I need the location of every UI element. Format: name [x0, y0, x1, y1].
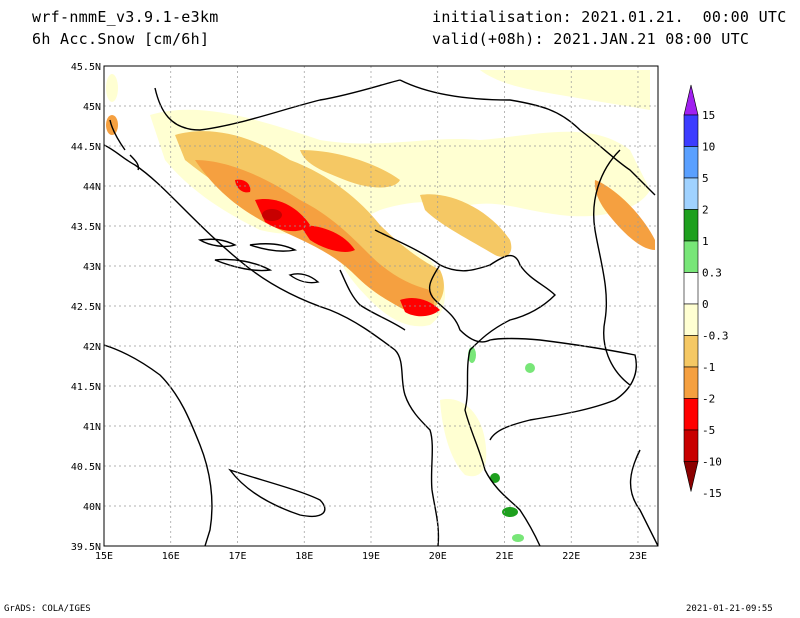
colorbar: 15 10 5 2 1 0.3 0 -0.3 -1 -2 -5 -10 -15 [683, 84, 729, 500]
colorbar-label: 5 [702, 172, 709, 185]
lon-tick-label: 17E [228, 551, 246, 562]
map-grid [104, 66, 658, 546]
lat-tick-label: 45N [83, 102, 101, 113]
colorbar-swatch [683, 366, 699, 399]
snow-area-1cm-2 [420, 194, 512, 257]
colorbar-swatch [683, 303, 699, 336]
colorbar-label: 1 [702, 235, 709, 248]
colorbar-swatch [683, 209, 699, 242]
snow-area-5cm [255, 199, 310, 232]
colorbar-swatch [683, 335, 699, 368]
colorbar-swatch [683, 272, 699, 305]
colorbar-swatch [683, 177, 699, 210]
snow-area-5cm-2 [300, 225, 355, 252]
lon-tick-label: 20E [429, 551, 447, 562]
lat-tick-label: 42.5N [71, 302, 101, 313]
lat-tick-label: 44.5N [71, 142, 101, 153]
melt-spot-2 [525, 363, 535, 373]
model-title: wrf-nmmE_v3.9.1-e3km [32, 8, 219, 26]
colorbar-label: 15 [702, 109, 715, 122]
lon-tick-label: 23E [629, 551, 647, 562]
initialisation-time: initialisation: 2021.01.21. 00:00 UTC [432, 8, 787, 26]
lat-tick-label: 39.5N [71, 542, 101, 553]
colorbar-bottom-arrow [683, 461, 699, 492]
colorbar-swatch [683, 240, 699, 273]
plot-frame [103, 65, 659, 547]
colorbar-label: 0.3 [702, 267, 722, 280]
melt-spot-3 [490, 473, 500, 483]
colorbar-label: 0 [702, 298, 709, 311]
lat-tick-label: 43.5N [71, 222, 101, 233]
lat-tick-label: 45.5N [71, 62, 101, 73]
lat-tick-label: 44N [83, 182, 101, 193]
valid-time: valid(+08h): 2021.JAN.21 08:00 UTC [432, 30, 750, 48]
colorbar-label: -10 [702, 456, 722, 469]
snow-area-1cm-3 [300, 150, 400, 188]
lat-tick-label: 41.5N [71, 382, 101, 393]
colorbar-label: -15 [702, 487, 722, 500]
lon-tick-label: 21E [495, 551, 513, 562]
snow-area-5cm-4 [235, 179, 251, 193]
snow-area-light-2 [480, 70, 650, 110]
lon-axis: 15E 16E 17E 18E 19E 20E 21E 22E 23E [95, 551, 647, 562]
snow-area-5cm-3 [400, 298, 440, 317]
melt-spot-4 [502, 507, 518, 517]
coastlines-borders [104, 79, 658, 546]
field-title: 6h Acc.Snow [cm/6h] [32, 30, 210, 48]
colorbar-swatch [683, 114, 699, 147]
lat-tick-label: 43N [83, 262, 101, 273]
colorbar-swatch [683, 146, 699, 179]
colorbar-label: 10 [702, 141, 715, 154]
snow-spot-west-2 [106, 74, 118, 102]
snow-area-1cm-4 [594, 180, 655, 250]
snow-field [104, 70, 658, 546]
colorbar-label: -5 [702, 424, 715, 437]
colorbar-label: -0.3 [702, 330, 729, 343]
lon-tick-label: 18E [295, 551, 313, 562]
lon-tick-label: 15E [95, 551, 113, 562]
snow-area-10cm [262, 209, 282, 221]
colorbar-label: -2 [702, 393, 715, 406]
lat-axis: 45.5N 45N 44.5N 44N 43.5N 43N 42.5N 42N 41.5N 41N… [71, 62, 101, 553]
colorbar-label: 2 [702, 204, 709, 217]
colorbar-label: -1 [702, 361, 715, 374]
footer-timestamp: 2021-01-21-09:55 [686, 604, 773, 614]
snow-area-light-4 [440, 399, 487, 477]
colorbar-swatch [683, 429, 699, 462]
lon-tick-label: 22E [562, 551, 580, 562]
colorbar-swatch [683, 398, 699, 431]
lon-tick-label: 16E [162, 551, 180, 562]
lat-tick-label: 41N [83, 422, 101, 433]
lon-tick-label: 19E [362, 551, 380, 562]
lat-tick-label: 40.5N [71, 462, 101, 473]
colorbar-top-arrow [683, 84, 699, 116]
melt-spot-5 [512, 534, 524, 542]
footer-grads: GrADS: COLA/IGES [4, 604, 91, 614]
lat-tick-label: 40N [83, 502, 101, 513]
lat-tick-label: 42N [83, 342, 101, 353]
